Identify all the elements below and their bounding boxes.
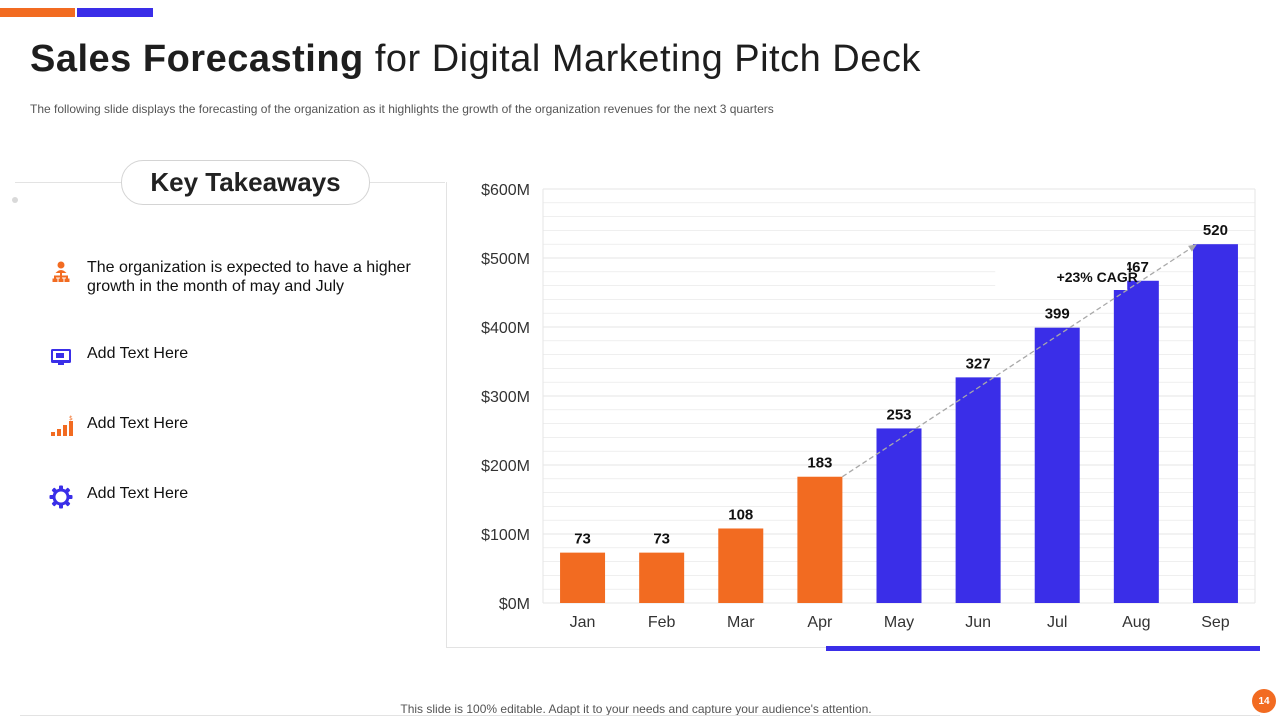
y-tick-label: $0M	[499, 596, 530, 613]
takeaway-item: The organization is expected to have a h…	[48, 258, 428, 296]
accent-bar-orange	[0, 8, 75, 17]
takeaway-text: The organization is expected to have a h…	[87, 259, 411, 295]
key-takeaways-heading: Key Takeaways	[121, 160, 370, 205]
bar	[1113, 280, 1159, 603]
panel-dot	[12, 197, 18, 203]
cagr-label-bg	[995, 262, 1128, 290]
cagr-annotation: +23% CAGR	[1057, 269, 1138, 285]
bar	[1192, 244, 1238, 603]
x-tick-label: Sep	[1201, 614, 1230, 631]
data-label: 520	[1203, 222, 1228, 239]
x-tick-label: Jun	[965, 614, 991, 631]
cagr-trend-line	[842, 243, 1198, 478]
page-number-badge: 14	[1252, 689, 1276, 713]
takeaway-item: $ Add Text Here	[48, 414, 428, 440]
x-tick-label: Jul	[1047, 614, 1067, 631]
data-label: 108	[728, 506, 753, 523]
data-label: 327	[966, 355, 991, 372]
bar	[797, 476, 843, 603]
bar	[639, 552, 685, 603]
bar	[1034, 327, 1080, 603]
data-label: 73	[574, 531, 591, 548]
gear-icon	[48, 484, 74, 510]
x-tick-label: Aug	[1122, 614, 1150, 631]
bar	[955, 377, 1001, 603]
bar	[560, 552, 606, 603]
takeaway-text: Add Text Here	[87, 345, 189, 362]
y-tick-label: $300M	[481, 389, 530, 406]
page-title-rest: for Digital Marketing Pitch Deck	[374, 38, 921, 80]
hierarchy-icon	[48, 258, 74, 284]
data-label: 399	[1045, 306, 1070, 323]
x-tick-label: Jan	[570, 614, 596, 631]
x-tick-label: Mar	[727, 614, 755, 631]
cagr-arrowhead	[1188, 244, 1197, 252]
svg-text:$: $	[69, 415, 73, 422]
data-label: 183	[807, 455, 832, 472]
x-tick-label: Feb	[648, 614, 676, 631]
y-tick-label: $500M	[481, 251, 530, 268]
data-label: 253	[886, 406, 911, 423]
footer-divider	[20, 715, 1260, 716]
monitor-icon	[48, 344, 74, 370]
page-title-bold: Sales Forecasting	[30, 38, 364, 80]
y-tick-label: $600M	[481, 182, 530, 199]
bar	[876, 428, 922, 603]
x-tick-label: May	[884, 614, 914, 631]
takeaway-text: Add Text Here	[87, 415, 189, 432]
y-tick-label: $400M	[481, 320, 530, 337]
page-title: Sales Forecasting for Digital Marketing …	[30, 38, 921, 81]
data-label: 467	[1124, 259, 1149, 276]
growth-bars-icon: $	[48, 414, 74, 440]
y-tick-label: $200M	[481, 458, 530, 475]
accent-bar-blue	[77, 8, 153, 17]
takeaway-item: Add Text Here	[48, 344, 428, 370]
footer-note: This slide is 100% editable. Adapt it to…	[400, 702, 872, 716]
panel-divider-right	[446, 182, 447, 648]
page-subtitle: The following slide displays the forecas…	[30, 102, 774, 116]
chart-accent-line	[826, 646, 1260, 651]
bar	[718, 528, 764, 603]
x-tick-label: Apr	[807, 614, 833, 631]
takeaway-item: Add Text Here	[48, 484, 428, 510]
data-label: 73	[653, 531, 670, 548]
takeaway-text: Add Text Here	[87, 485, 189, 502]
y-tick-label: $100M	[481, 527, 530, 544]
